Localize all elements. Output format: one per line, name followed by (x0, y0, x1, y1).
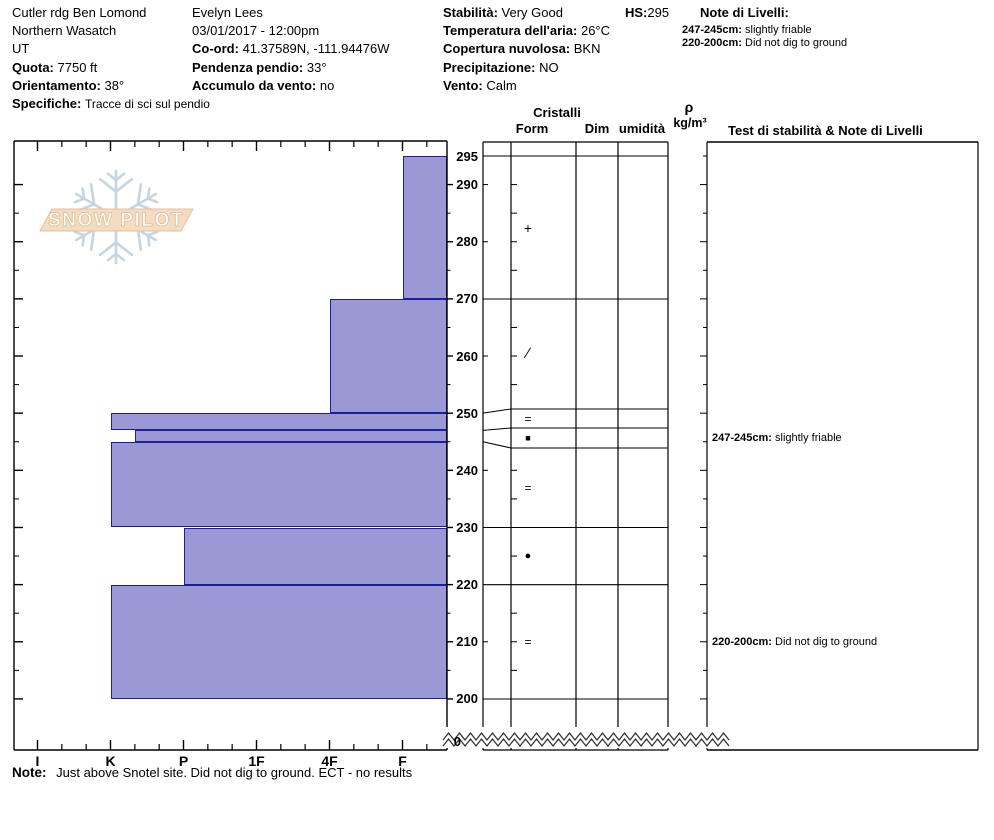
hs-value: 295 (647, 5, 670, 20)
depth-tick-label: 250 (456, 405, 478, 421)
equals-icon: = (524, 634, 532, 649)
header-row: Evelyn Lees (192, 5, 263, 20)
header-row: Quota: 7750 ft (12, 59, 98, 75)
depth-tick-label: 290 (456, 177, 478, 193)
bar-layer-6 (183, 527, 447, 585)
header-row: Northern Wasatch (12, 23, 117, 39)
equals-icon: = (524, 411, 532, 426)
note-livelli-entries: 247-245cm: slightly friable 220-200cm: Di… (682, 24, 847, 49)
snowpilot-logo: SNOW PILOT (39, 169, 194, 265)
header-row: Vento: Calm (443, 77, 517, 93)
note-livelli-title: Note di Livelli: (700, 5, 789, 20)
hs-total-snow-height: HS:295 (625, 4, 669, 22)
header-row: Cutler rdg Ben Lomond (12, 5, 147, 20)
header-row: Pendenza pendio: 33° (192, 59, 327, 75)
header-row: Orientamento: 38° (12, 77, 125, 93)
header-row: UT (12, 41, 30, 57)
col-header-stability-tests: Test di stabilità & Note di Livelli (728, 123, 923, 138)
header-row: Co-ord: 41.37589N, -111.94476W (192, 41, 390, 57)
slash-icon: ∕ (526, 345, 530, 362)
layer-note: 220-200cm: Did not dig to ground (712, 635, 878, 648)
logo-band (39, 208, 194, 232)
header-row: Copertura nuvolosa: BKN (443, 41, 601, 57)
hs-label: HS: (625, 5, 648, 20)
header-row: Accumulo da vento: no (192, 77, 335, 93)
hardness-tick-label: 4F (321, 753, 338, 769)
depth-tick-label-zero: 0 (453, 734, 461, 749)
layer-note: 247-245cm: slightly friable (712, 432, 842, 444)
depth-tick-label: 200 (456, 691, 478, 707)
col-header-umidita: umidità (618, 121, 666, 136)
hardness-tick-label: I (35, 753, 40, 769)
circle-filled-icon: ● (524, 550, 532, 563)
pit-note-text: Just above Snotel site. Did not dig to g… (56, 765, 413, 780)
depth-tick-label: 260 (456, 348, 478, 364)
col-header-density-unit: kg/m³ (673, 116, 707, 130)
header-row: 03/01/2017 - 12:00pm (192, 23, 320, 39)
depth-tick-label: 220 (456, 577, 478, 593)
col-header-dim: Dim (584, 121, 610, 136)
col-header-cristalli: Cristalli (533, 105, 581, 120)
hardness-tick-label: 1F (248, 753, 265, 769)
square-filled-icon: ■ (525, 433, 531, 443)
depth-tick-label: 240 (456, 462, 478, 478)
bar-layer-5 (110, 441, 447, 528)
note-livelli-entry: 247-245cm: slightly friable (682, 24, 812, 36)
plus-icon: + (523, 219, 533, 236)
header-row: Temperatura dell'aria: 26°C (443, 23, 611, 39)
logo-text: SNOW PILOT (48, 210, 184, 231)
header-row: Specifiche: Tracce di sci sul pendio (12, 96, 210, 112)
depth-tick-label: 270 (456, 291, 478, 307)
header-observer-block: Evelyn Lees 03/01/2017 - 12:00pm Co-ord: 4… (192, 4, 390, 95)
pit-note: Note: Just above Snotel site. Did not di… (12, 765, 412, 780)
hardness-tick-label: K (105, 753, 116, 769)
col-header-density-rho: ρ (684, 99, 694, 115)
depth-tick-label: 230 (456, 520, 478, 535)
header-row: Stabilità: Very Good (443, 5, 563, 20)
header-conditions-block: Stabilità: Very Good Temperatura dell'ari… (443, 4, 610, 95)
hardness-tick-label: P (178, 753, 189, 769)
bar-layer-7 (110, 584, 447, 699)
col-header-form: Form (515, 121, 549, 136)
bar-layer-2 (329, 298, 447, 414)
depth-tick-label: 295 (456, 148, 478, 164)
bar-layer-1 (402, 156, 447, 299)
equals-icon: = (524, 480, 532, 495)
header-site-block: Cutler rdg Ben Lomond Northern Wasatch UT Q… (12, 4, 210, 113)
note-livelli-entry: 220-200cm: Did not dig to ground (682, 36, 848, 49)
depth-tick-label: 280 (456, 234, 478, 250)
header-row: Precipitazione: NO (443, 59, 559, 75)
hardness-tick-label: F (398, 753, 407, 769)
pit-note-label: Note: (12, 765, 47, 780)
depth-tick-label: 210 (456, 634, 478, 650)
